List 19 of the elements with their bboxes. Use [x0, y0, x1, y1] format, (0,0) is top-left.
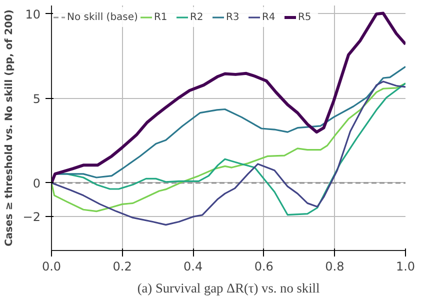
- text: (a) Survival gap ΔR(τ) vs. no skill: [137, 280, 320, 296]
- x-tick-label: 0.0: [42, 260, 62, 274]
- x-tick-label: 0.2: [112, 260, 132, 274]
- y-axis-title: Cases ≥ threshold vs. No skill (pp, of 200): [4, 10, 15, 246]
- y-tick-label: 5: [32, 92, 41, 106]
- y-tick-label: 10: [25, 7, 41, 22]
- x-tick-label: 0.4: [184, 260, 203, 274]
- legend-label: R4: [262, 12, 276, 22]
- y-tick-label: 0: [32, 176, 41, 190]
- legend-label: No skill (base): [67, 12, 138, 22]
- legend-label: R2: [190, 12, 204, 22]
- x-tick-label: 1.0: [396, 260, 416, 274]
- x-tick-label: 0.6: [254, 260, 274, 274]
- line-series: [52, 12, 406, 184]
- x-tick-label: 0.8: [325, 260, 344, 274]
- legend-label: R3: [226, 12, 240, 22]
- legend-label: R5: [298, 12, 312, 22]
- y-tick-label: −2: [22, 210, 41, 224]
- legend-label: R1: [154, 12, 168, 22]
